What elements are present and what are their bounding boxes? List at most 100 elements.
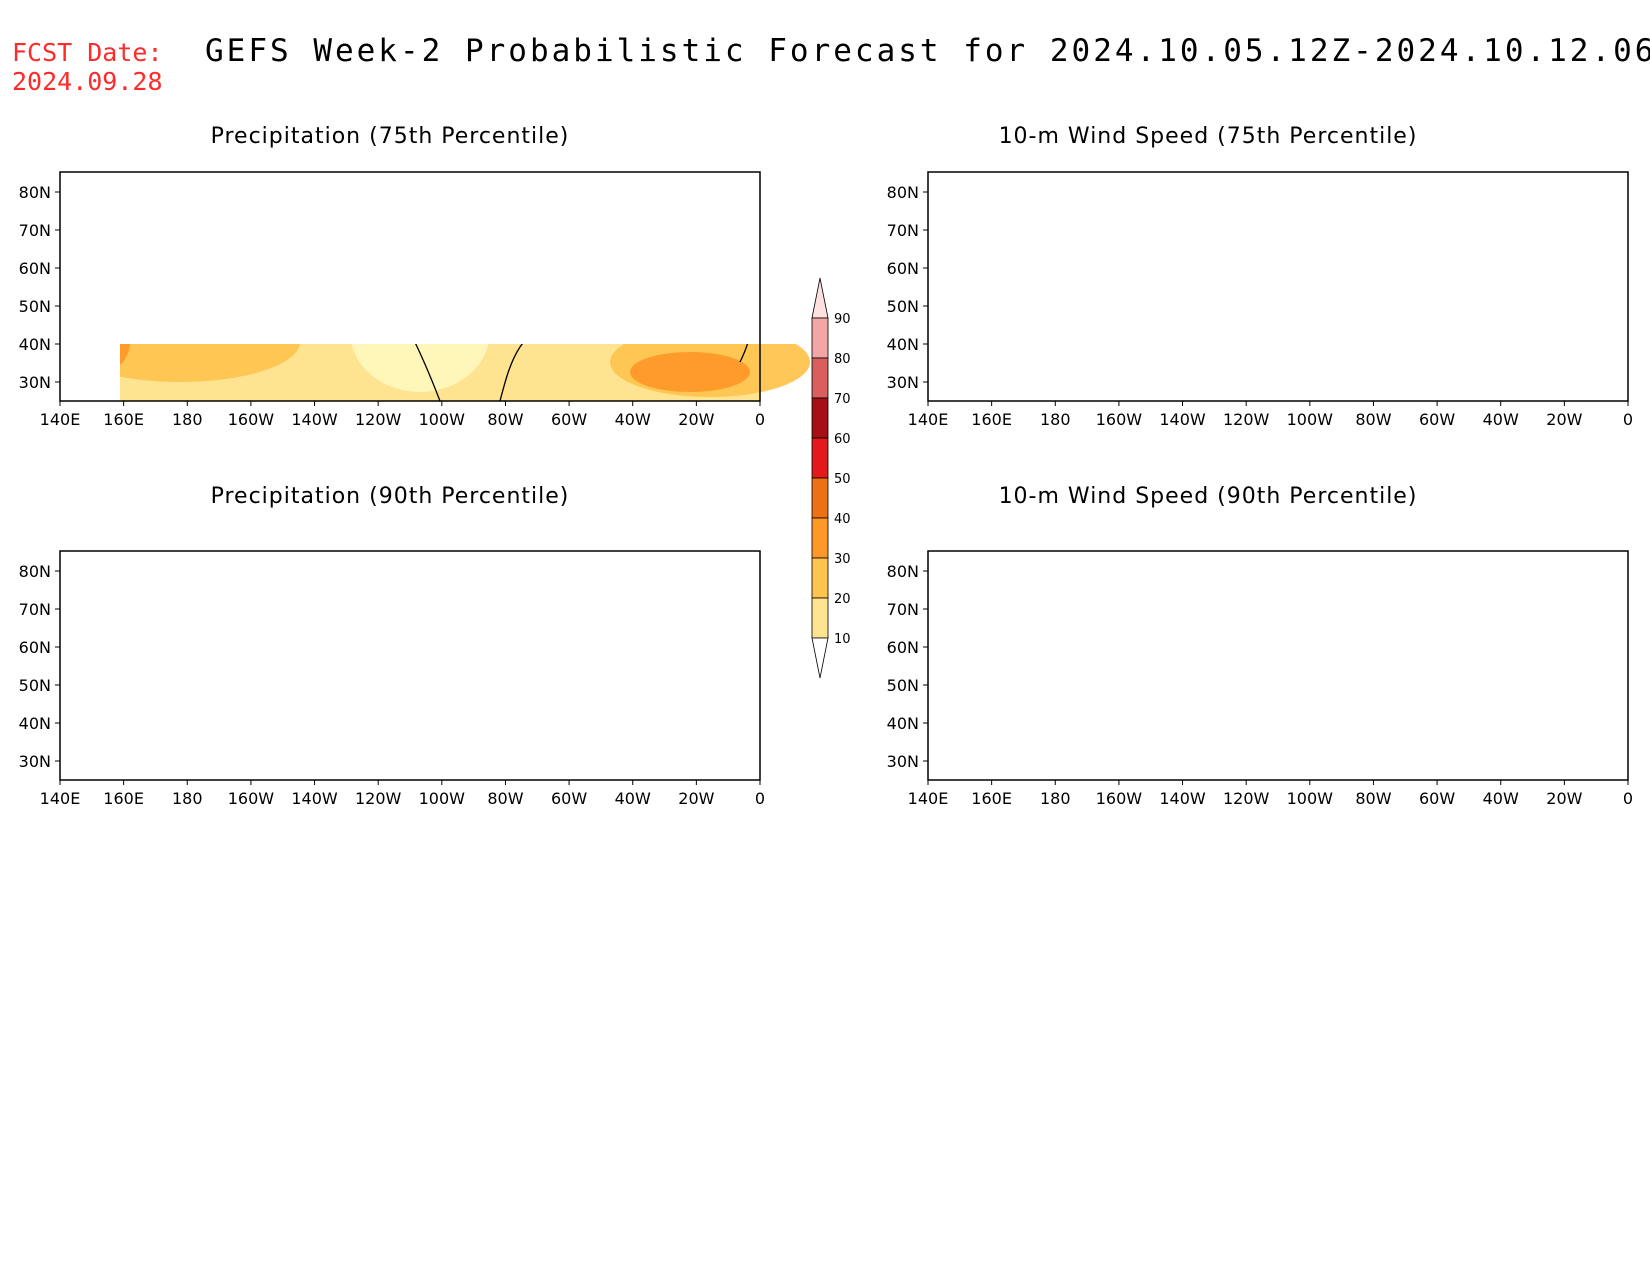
lon-label: 20W	[678, 789, 714, 808]
colorbar-label: 50	[834, 472, 851, 487]
lon-label: 40W	[1483, 789, 1519, 808]
lat-label: 70N	[887, 600, 919, 619]
lon-label: 20W	[678, 410, 714, 429]
lon-label: 140E	[908, 789, 949, 808]
lon-label: 80W	[1355, 410, 1391, 429]
lon-label: 20W	[1546, 410, 1582, 429]
lon-label: 160E	[971, 410, 1012, 429]
lon-label: 40W	[615, 789, 651, 808]
lat-label: 60N	[19, 259, 51, 278]
colorbar-label: 10	[834, 632, 851, 647]
lon-label: 160W	[228, 789, 275, 808]
lat-label: 40N	[887, 335, 919, 354]
lat-label: 30N	[19, 752, 51, 771]
lon-label: 0	[755, 410, 765, 429]
forecast-date-block: FCST Date: 2024.09.28	[12, 38, 163, 96]
lat-label: 80N	[19, 183, 51, 202]
lat-label: 30N	[19, 373, 51, 392]
lon-label: 60W	[1419, 410, 1455, 429]
panel-title-wind-75: 10-m Wind Speed (75th Percentile)	[998, 124, 1418, 149]
lat-label: 80N	[887, 562, 919, 581]
colorbar-segment	[811, 317, 829, 359]
lon-label: 100W	[1287, 789, 1334, 808]
panel-title-precip-75: Precipitation (75th Percentile)	[210, 124, 570, 149]
forecast-date-label: FCST Date:	[12, 38, 163, 67]
lon-label: 0	[1623, 410, 1633, 429]
lon-label: 80W	[487, 789, 523, 808]
map-frame	[927, 171, 1629, 402]
lon-label: 160W	[1096, 410, 1143, 429]
colorbar-segment	[811, 477, 829, 519]
lon-label: 140W	[291, 789, 338, 808]
lon-label: 20W	[1546, 789, 1582, 808]
lon-label: 160W	[1096, 789, 1143, 808]
map-wind-90: 80N 70N 60N 50N 40N 30N 140E 160E 180 160W 140W 120…	[887, 550, 1633, 808]
lon-label: 140E	[40, 789, 81, 808]
lat-label: 70N	[19, 221, 51, 240]
map-precip-90: 80N 70N 60N 50N 40N 30N 140E 160E 180 160W 140W 120…	[19, 550, 765, 808]
colorbar: 10 20 30 40 50 60 70 80 90	[811, 277, 851, 679]
colorbar-label: 40	[834, 512, 851, 527]
lat-label: 40N	[19, 714, 51, 733]
lon-label: 40W	[615, 410, 651, 429]
lat-label: 80N	[887, 183, 919, 202]
lon-label: 120W	[355, 410, 402, 429]
map-precip-75: 80N 70N 60N 50N 40N 30N 140E 160E 180 160W 140W 120…	[19, 171, 810, 429]
colorbar-label: 70	[834, 392, 851, 407]
colorbar-segment	[811, 357, 829, 399]
lon-label: 180	[1040, 789, 1071, 808]
lon-label: 180	[172, 410, 203, 429]
colorbar-top-triangle	[811, 277, 829, 319]
lon-label: 80W	[487, 410, 523, 429]
map-frame	[59, 550, 761, 781]
lat-label: 30N	[887, 752, 919, 771]
colorbar-label: 80	[834, 352, 851, 367]
lat-label: 50N	[19, 297, 51, 316]
lon-label: 100W	[1287, 410, 1334, 429]
lat-label: 70N	[887, 221, 919, 240]
lon-label: 100W	[419, 789, 466, 808]
lat-label: 60N	[887, 259, 919, 278]
colorbar-segment	[811, 557, 829, 599]
lat-label: 60N	[19, 638, 51, 657]
lon-label: 140W	[291, 410, 338, 429]
lat-label: 50N	[887, 676, 919, 695]
map-frame	[927, 550, 1629, 781]
colorbar-bottom-triangle	[811, 637, 829, 679]
colorbar-segment	[811, 517, 829, 559]
lon-label: 60W	[551, 789, 587, 808]
panel-title-precip-90: Precipitation (90th Percentile)	[210, 484, 570, 509]
lat-label: 30N	[887, 373, 919, 392]
lat-label: 50N	[887, 297, 919, 316]
colorbar-segment	[811, 597, 829, 639]
map-wind-75: 80N 70N 60N 50N 40N 30N 140E 160E 180 160W 140W 120…	[887, 171, 1633, 429]
lon-label: 180	[172, 789, 203, 808]
lon-label: 80W	[1355, 789, 1391, 808]
lon-label: 180	[1040, 410, 1071, 429]
lon-label: 140W	[1159, 410, 1206, 429]
lat-label: 50N	[19, 676, 51, 695]
lat-label: 70N	[19, 600, 51, 619]
lon-label: 60W	[551, 410, 587, 429]
lat-label: 60N	[887, 638, 919, 657]
colorbar-label: 60	[834, 432, 851, 447]
lat-label: 40N	[887, 714, 919, 733]
lon-label: 0	[1623, 789, 1633, 808]
panel-title-wind-90: 10-m Wind Speed (90th Percentile)	[998, 484, 1418, 509]
map-frame	[59, 171, 761, 402]
lat-label: 80N	[19, 562, 51, 581]
lon-label: 140W	[1159, 789, 1206, 808]
lon-label: 120W	[1223, 789, 1270, 808]
lon-label: 160E	[103, 789, 144, 808]
colorbar-segment	[811, 437, 829, 479]
forecast-date-value: 2024.09.28	[12, 67, 163, 96]
page-title: GEFS Week-2 Probabilistic Forecast for 2…	[205, 33, 1650, 69]
lon-label: 40W	[1483, 410, 1519, 429]
lon-label: 140E	[40, 410, 81, 429]
lon-label: 120W	[1223, 410, 1270, 429]
colorbar-label: 20	[834, 592, 851, 607]
colorbar-label: 30	[834, 552, 851, 567]
lon-label: 100W	[419, 410, 466, 429]
lon-label: 160E	[971, 789, 1012, 808]
